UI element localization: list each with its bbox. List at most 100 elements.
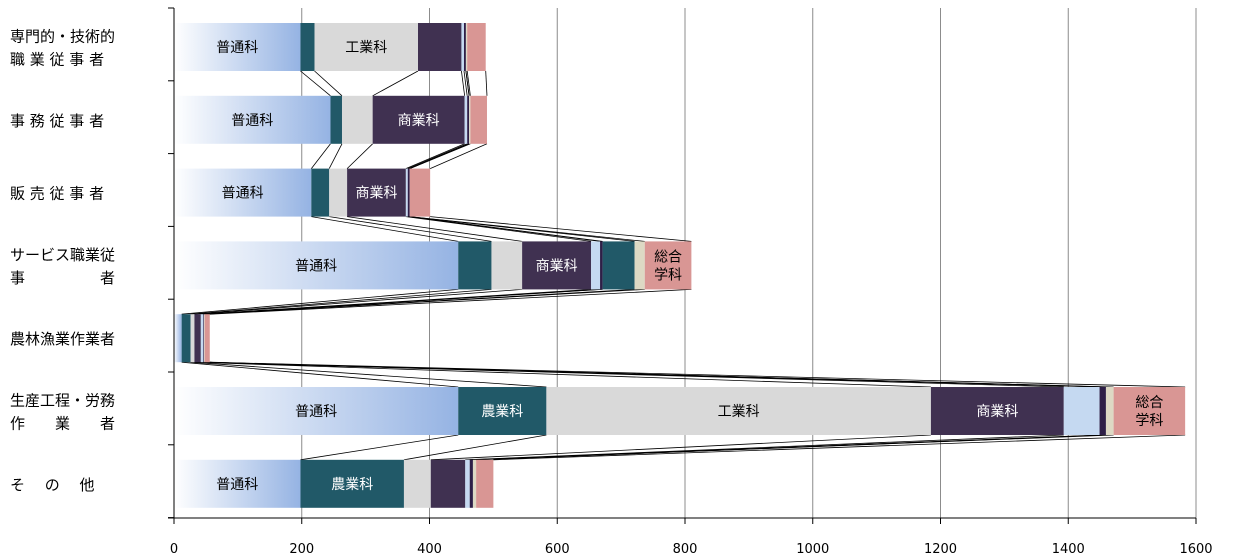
bars bbox=[174, 23, 1186, 508]
series-line bbox=[311, 216, 459, 242]
series-line bbox=[314, 70, 343, 97]
series-line bbox=[430, 434, 931, 461]
series-line bbox=[466, 70, 471, 96]
x-tick-label: 1400 bbox=[1052, 542, 1085, 557]
segment-label: 農業科 bbox=[331, 477, 373, 493]
bar-segment bbox=[1105, 387, 1114, 435]
bar-segment bbox=[591, 241, 601, 290]
bar-segment bbox=[372, 95, 465, 144]
bar-segment bbox=[418, 23, 462, 71]
bar-segment bbox=[200, 314, 204, 363]
x-tick-label: 200 bbox=[289, 542, 314, 557]
bar-segment bbox=[644, 241, 692, 290]
bar-segment bbox=[469, 459, 473, 508]
bar-segment bbox=[314, 23, 419, 71]
bar-segment bbox=[204, 314, 205, 363]
x-tick-label: 1200 bbox=[924, 542, 957, 557]
series-line bbox=[463, 70, 468, 96]
bar-segment bbox=[174, 387, 459, 435]
series-line bbox=[328, 143, 343, 169]
category-label: そ の 他 bbox=[10, 476, 95, 494]
segment-label: 普通科 bbox=[222, 186, 264, 202]
segment-label: 普通科 bbox=[216, 40, 258, 56]
segment-label: 普通科 bbox=[231, 113, 273, 129]
segment-label: 普通科 bbox=[295, 258, 337, 274]
category-label: 専門的・技術的職 業 従 事 者 bbox=[10, 28, 115, 69]
segment-label: 商業科 bbox=[398, 113, 440, 129]
x-tick-label: 800 bbox=[673, 542, 698, 557]
series-line bbox=[493, 434, 1186, 461]
series-line bbox=[476, 434, 1114, 461]
x-tick-labels: 0 200 400 600 800 1000 1200 1400 1600 bbox=[170, 542, 1213, 557]
x-tick-label: 600 bbox=[545, 542, 570, 557]
bar-segment bbox=[174, 241, 459, 290]
x-tick-label: 400 bbox=[417, 542, 442, 557]
axes bbox=[168, 7, 1197, 524]
bar-segment bbox=[194, 314, 201, 363]
bar-segment bbox=[461, 23, 464, 71]
series-line bbox=[204, 289, 645, 315]
series-line bbox=[194, 289, 523, 315]
segment-label: 総合学科 bbox=[654, 249, 682, 283]
series-line bbox=[209, 361, 1186, 388]
bar-segment bbox=[467, 95, 470, 144]
bar-segment bbox=[181, 314, 191, 363]
category-label: 農林漁業作業者 bbox=[10, 330, 115, 348]
bar-segment bbox=[430, 459, 466, 508]
bar-segment bbox=[174, 459, 301, 508]
bar-segment bbox=[311, 168, 330, 217]
bar-segment bbox=[403, 459, 431, 508]
series-line bbox=[300, 70, 331, 97]
bar-segment bbox=[409, 168, 431, 217]
bar-segment bbox=[190, 314, 195, 363]
series-line bbox=[485, 70, 488, 96]
segment-label: 総合学科 bbox=[1135, 395, 1163, 429]
bar-segment bbox=[458, 241, 492, 290]
segment-label: 工業科 bbox=[718, 404, 760, 420]
bar-segment bbox=[930, 387, 1064, 435]
category-label: 販 売 従 事 者 bbox=[10, 185, 104, 203]
bar-segment bbox=[174, 314, 182, 363]
bar-segment bbox=[472, 459, 477, 508]
series-line bbox=[194, 361, 931, 388]
bar-segment bbox=[407, 168, 410, 217]
series-line bbox=[409, 143, 471, 169]
bar-segment bbox=[470, 95, 487, 144]
series-line bbox=[190, 361, 547, 388]
bar-segment bbox=[341, 95, 373, 144]
series-line bbox=[372, 70, 419, 97]
series-line bbox=[347, 216, 523, 242]
bar-segment bbox=[469, 95, 471, 144]
series-line bbox=[329, 216, 492, 242]
series-line bbox=[430, 216, 692, 242]
bar-segment bbox=[465, 23, 468, 71]
series-line bbox=[311, 143, 331, 169]
bar-segment bbox=[174, 23, 301, 71]
bar-segment bbox=[458, 387, 547, 435]
bar-segment bbox=[476, 459, 494, 508]
bar-segment bbox=[1113, 387, 1186, 435]
series-line bbox=[409, 216, 645, 242]
series-line bbox=[405, 143, 465, 169]
bar-segment bbox=[546, 387, 931, 435]
bar-segment bbox=[203, 314, 205, 363]
bar-segment bbox=[329, 168, 348, 217]
series-line bbox=[346, 143, 373, 169]
bar-segment bbox=[602, 241, 635, 290]
x-tick-label: 1000 bbox=[796, 542, 829, 557]
bar-segment bbox=[467, 23, 486, 71]
bar-segment bbox=[174, 168, 312, 217]
bar-segment bbox=[464, 95, 468, 144]
series-line bbox=[407, 143, 468, 169]
bar-segment bbox=[347, 168, 406, 217]
segment-label: 農業科 bbox=[481, 404, 523, 420]
bar-segment bbox=[634, 241, 645, 290]
bar-segment bbox=[405, 168, 408, 217]
series-line bbox=[409, 216, 603, 242]
bar-segment bbox=[1063, 387, 1100, 435]
bar-segment bbox=[1099, 387, 1106, 435]
bar-segment bbox=[300, 23, 315, 71]
segment-label: 普通科 bbox=[216, 477, 258, 493]
